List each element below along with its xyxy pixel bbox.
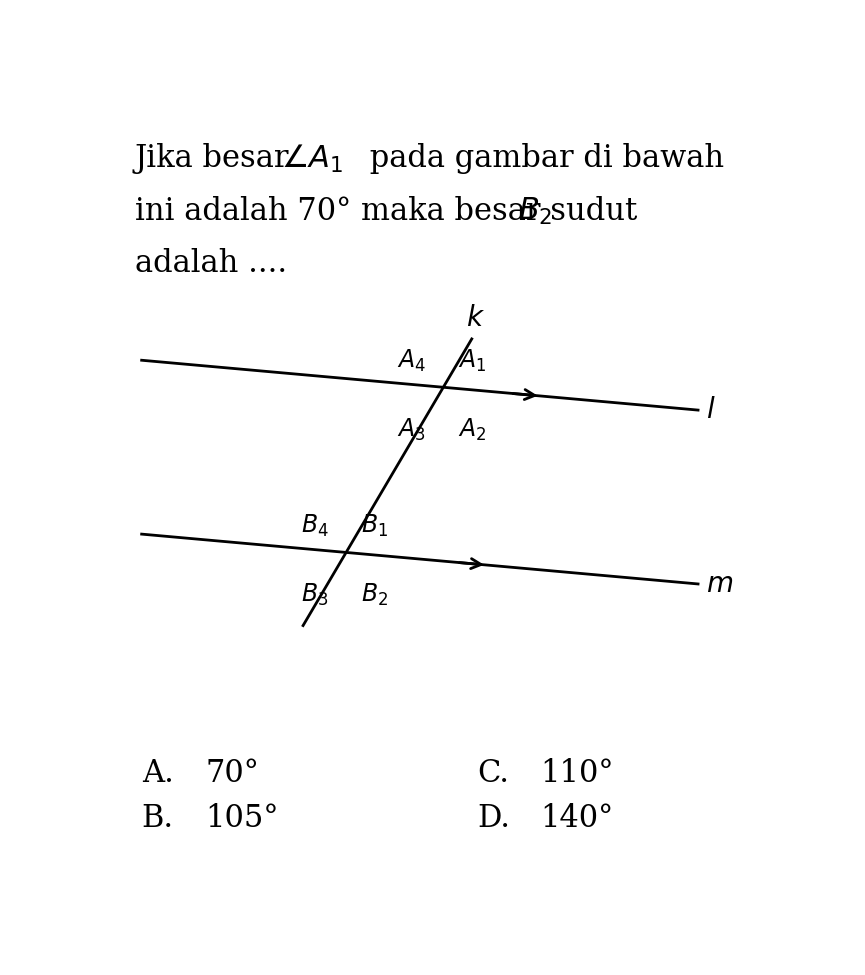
Text: $l$: $l$ [706,396,715,424]
Text: adalah ....: adalah .... [135,249,287,280]
Text: $B_4$: $B_4$ [301,513,329,539]
Text: $m$: $m$ [706,570,734,598]
Text: pada gambar di bawah: pada gambar di bawah [360,143,724,175]
Text: $B_2$: $B_2$ [361,582,388,608]
Text: $\angle A_1$: $\angle A_1$ [281,143,343,176]
Text: Jika besar: Jika besar [135,143,299,175]
Text: C.: C. [477,758,509,789]
Text: $B_3$: $B_3$ [301,582,329,608]
Text: A.: A. [142,758,174,789]
Text: $A_1$: $A_1$ [458,348,486,374]
Text: $A_3$: $A_3$ [397,417,426,444]
Text: $A_2$: $A_2$ [458,417,486,444]
Text: 105°: 105° [205,803,279,834]
Text: $A_4$: $A_4$ [397,348,426,374]
Text: $B_2$: $B_2$ [518,196,553,227]
Text: 70°: 70° [205,758,260,789]
Text: B.: B. [142,803,174,834]
Text: ini adalah 70° maka besar sudut: ini adalah 70° maka besar sudut [135,196,647,227]
Text: D.: D. [477,803,509,834]
Text: $B_1$: $B_1$ [361,513,388,539]
Text: $k$: $k$ [466,304,485,332]
Text: 110°: 110° [541,758,614,789]
Text: 140°: 140° [541,803,614,834]
